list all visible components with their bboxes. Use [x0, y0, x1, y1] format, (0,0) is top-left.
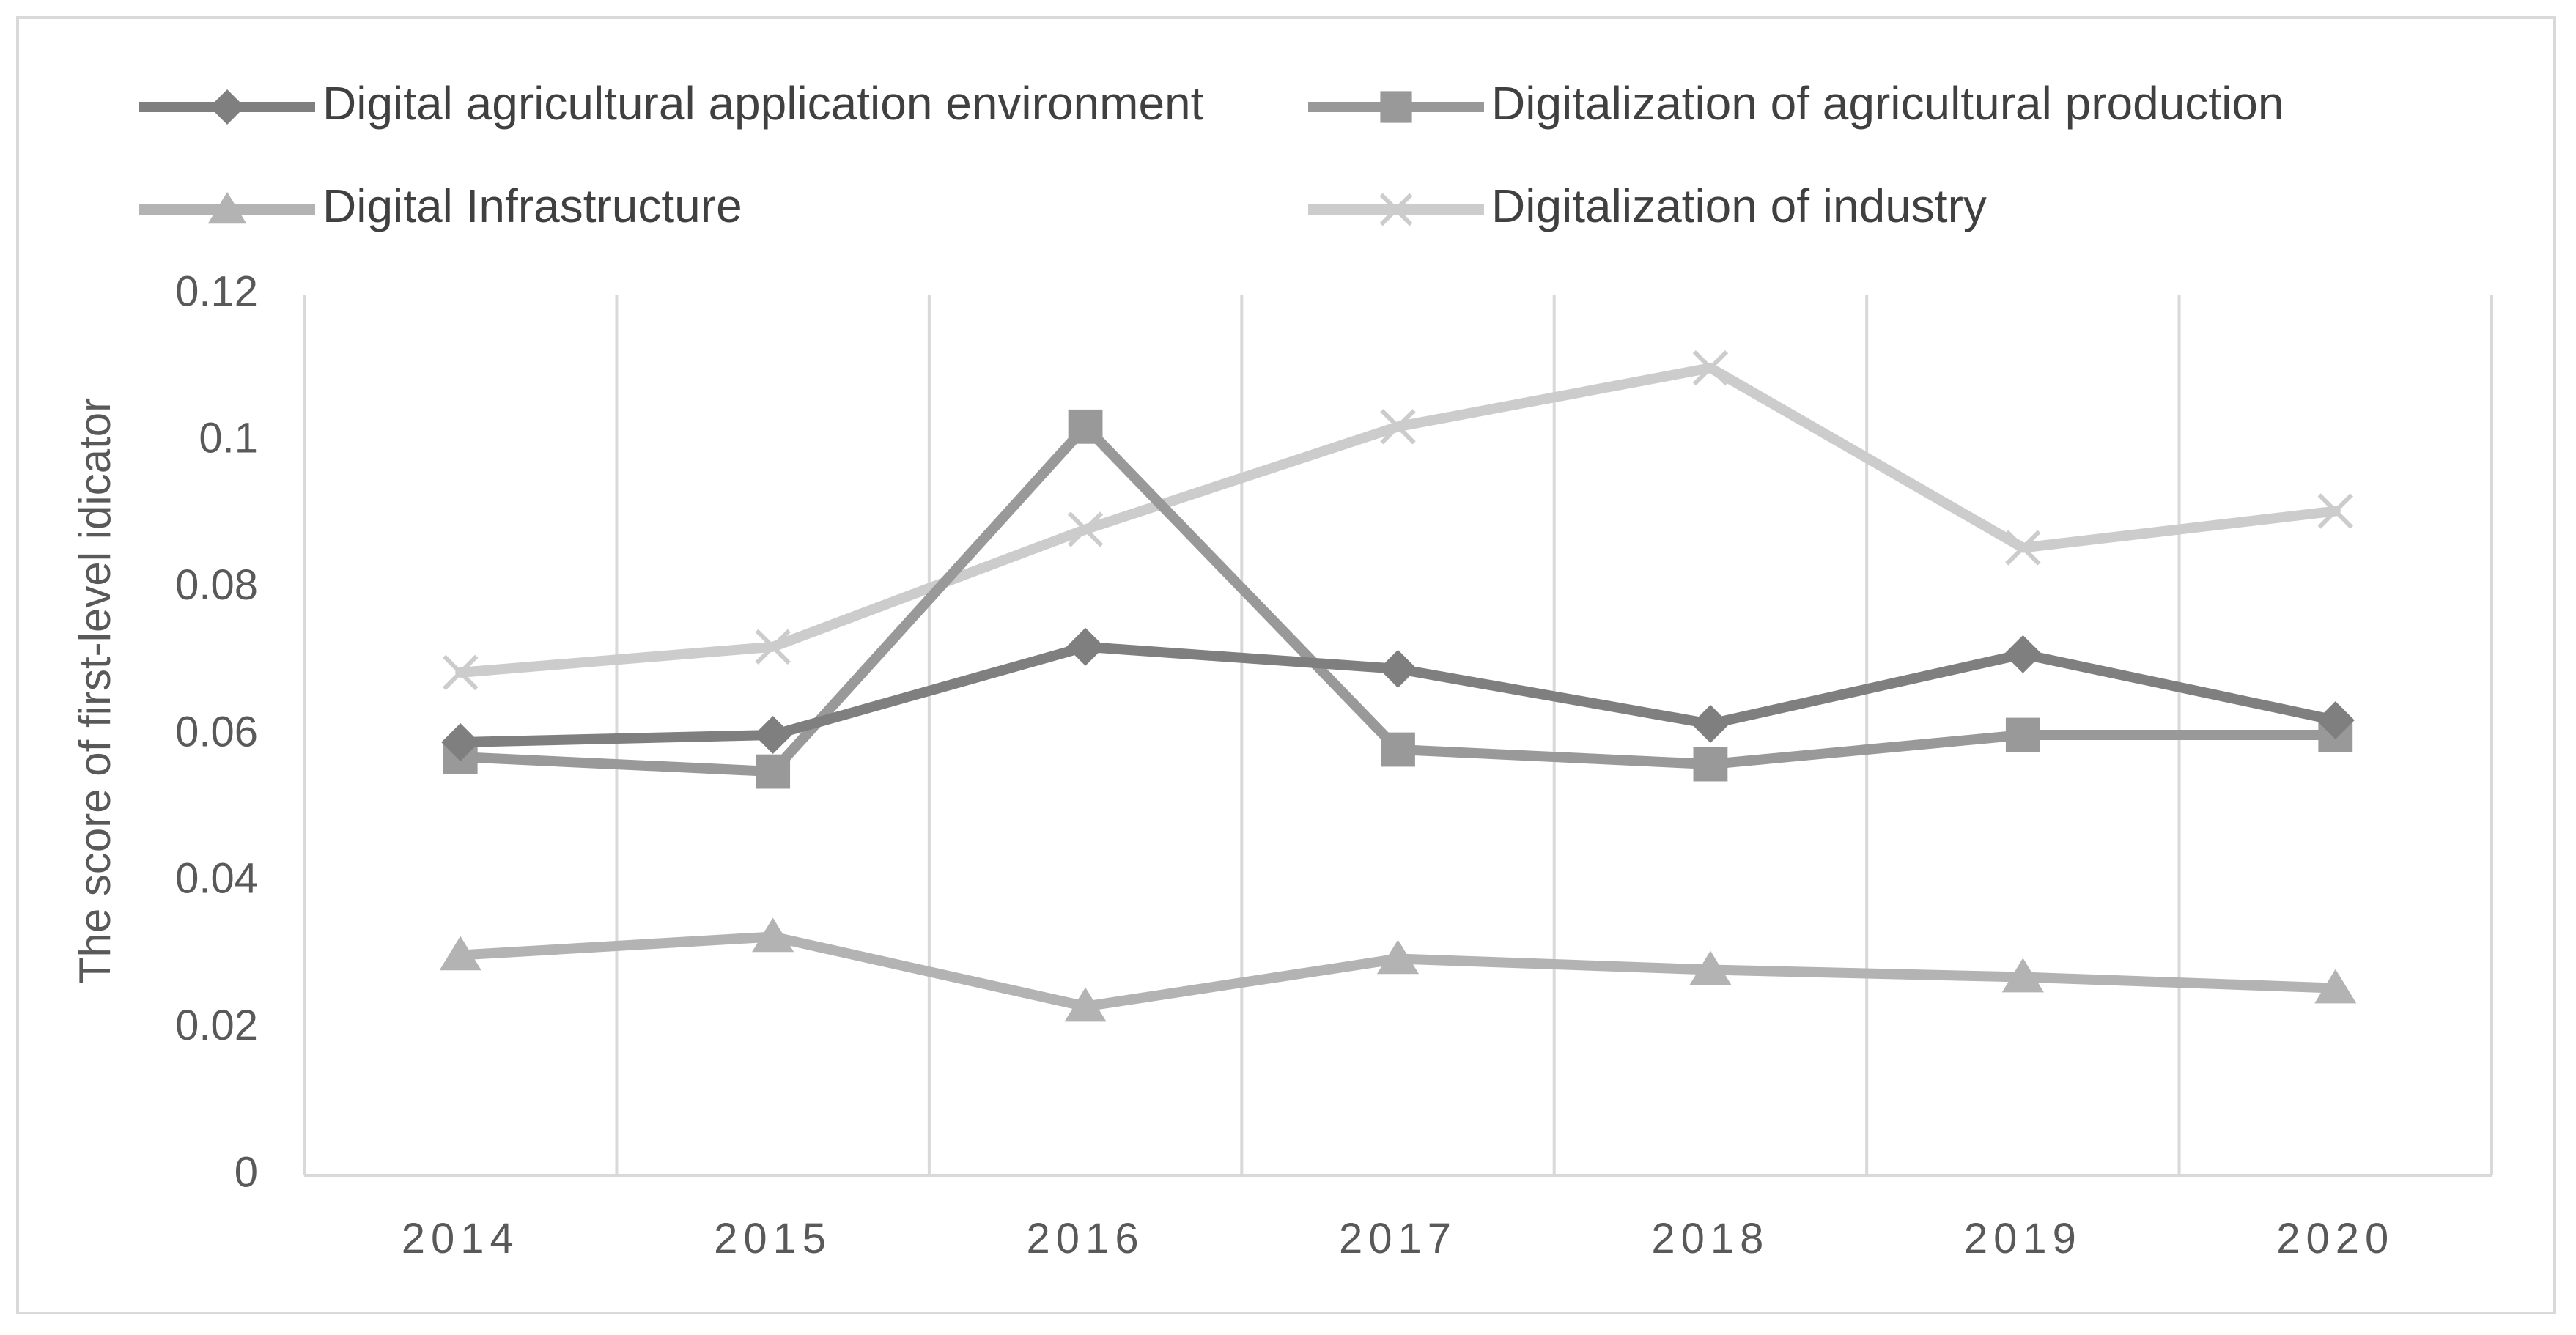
legend: Digital agricultural application environ…: [139, 77, 2284, 232]
data-point-marker: [442, 654, 479, 691]
x-tick-label: 2020: [2276, 1215, 2394, 1262]
legend-label: Digital Infrastructure: [322, 180, 742, 232]
data-point-marker: [2317, 493, 2354, 529]
x-tick-label: 2014: [402, 1215, 520, 1262]
data-point-marker: [756, 754, 791, 789]
data-point-marker: [2005, 717, 2040, 752]
data-point-marker: [2314, 969, 2357, 1004]
x-tick-label: 2017: [1339, 1215, 1457, 1262]
data-point-marker: [1692, 350, 1729, 386]
data-point-marker: [1066, 627, 1105, 666]
series-line: [455, 363, 2341, 678]
data-point-marker: [1693, 747, 1728, 782]
data-point-marker: [439, 936, 481, 971]
data-point-marker: [1691, 704, 1730, 743]
data-point-marker: [1689, 950, 1732, 985]
y-tick-label: 0.02: [175, 1002, 258, 1049]
legend-label: Digitalization of agricultural productio…: [1491, 77, 2284, 130]
data-point-marker: [1381, 732, 1415, 767]
y-tick-label: 0.04: [175, 855, 258, 903]
data-point-marker: [441, 723, 480, 762]
data-point-marker: [2001, 958, 2044, 993]
y-tick-label: 0: [235, 1148, 258, 1196]
series-group: [439, 350, 2357, 1022]
legend-marker: [207, 192, 247, 224]
y-tick-label: 0.08: [175, 561, 258, 609]
data-point-marker: [2316, 700, 2355, 739]
data-point-marker: [1380, 409, 1416, 445]
legend-label: Digitalization of industry: [1491, 180, 1987, 232]
axes: 0 0.02 0.04 0.06 0.08 0.1 0.12 2014 2015 2016 2017…: [175, 267, 2492, 1262]
data-point-marker: [1068, 409, 1103, 444]
legend-label: Digital agricultural application environ…: [322, 77, 1204, 130]
x-tick-label: 2016: [1027, 1215, 1145, 1262]
grid-lines: [303, 295, 2493, 1175]
legend-marker: [1379, 193, 1413, 226]
y-tick-label: 0.12: [175, 267, 258, 315]
x-tick-label: 2018: [1651, 1215, 1769, 1262]
data-point-marker: [1376, 939, 1420, 975]
data-point-marker: [2004, 635, 2042, 673]
x-tick-label: 2015: [714, 1215, 832, 1262]
legend-marker: [210, 89, 245, 125]
y-axis-label: The score of first-level idicator: [70, 398, 119, 984]
series-line: [455, 421, 2341, 777]
data-point-marker: [1067, 511, 1104, 547]
x-tick-label: 2019: [1964, 1215, 2082, 1262]
data-point-marker: [1379, 649, 1417, 688]
data-point-marker: [2005, 530, 2041, 566]
data-point-marker: [1064, 987, 1107, 1022]
y-tick-label: 0.06: [175, 708, 258, 755]
data-point-marker: [752, 917, 794, 953]
data-point-marker: [753, 716, 792, 754]
legend-marker: [1380, 91, 1412, 123]
y-tick-label: 0.1: [199, 415, 258, 462]
data-point-marker: [755, 629, 791, 665]
